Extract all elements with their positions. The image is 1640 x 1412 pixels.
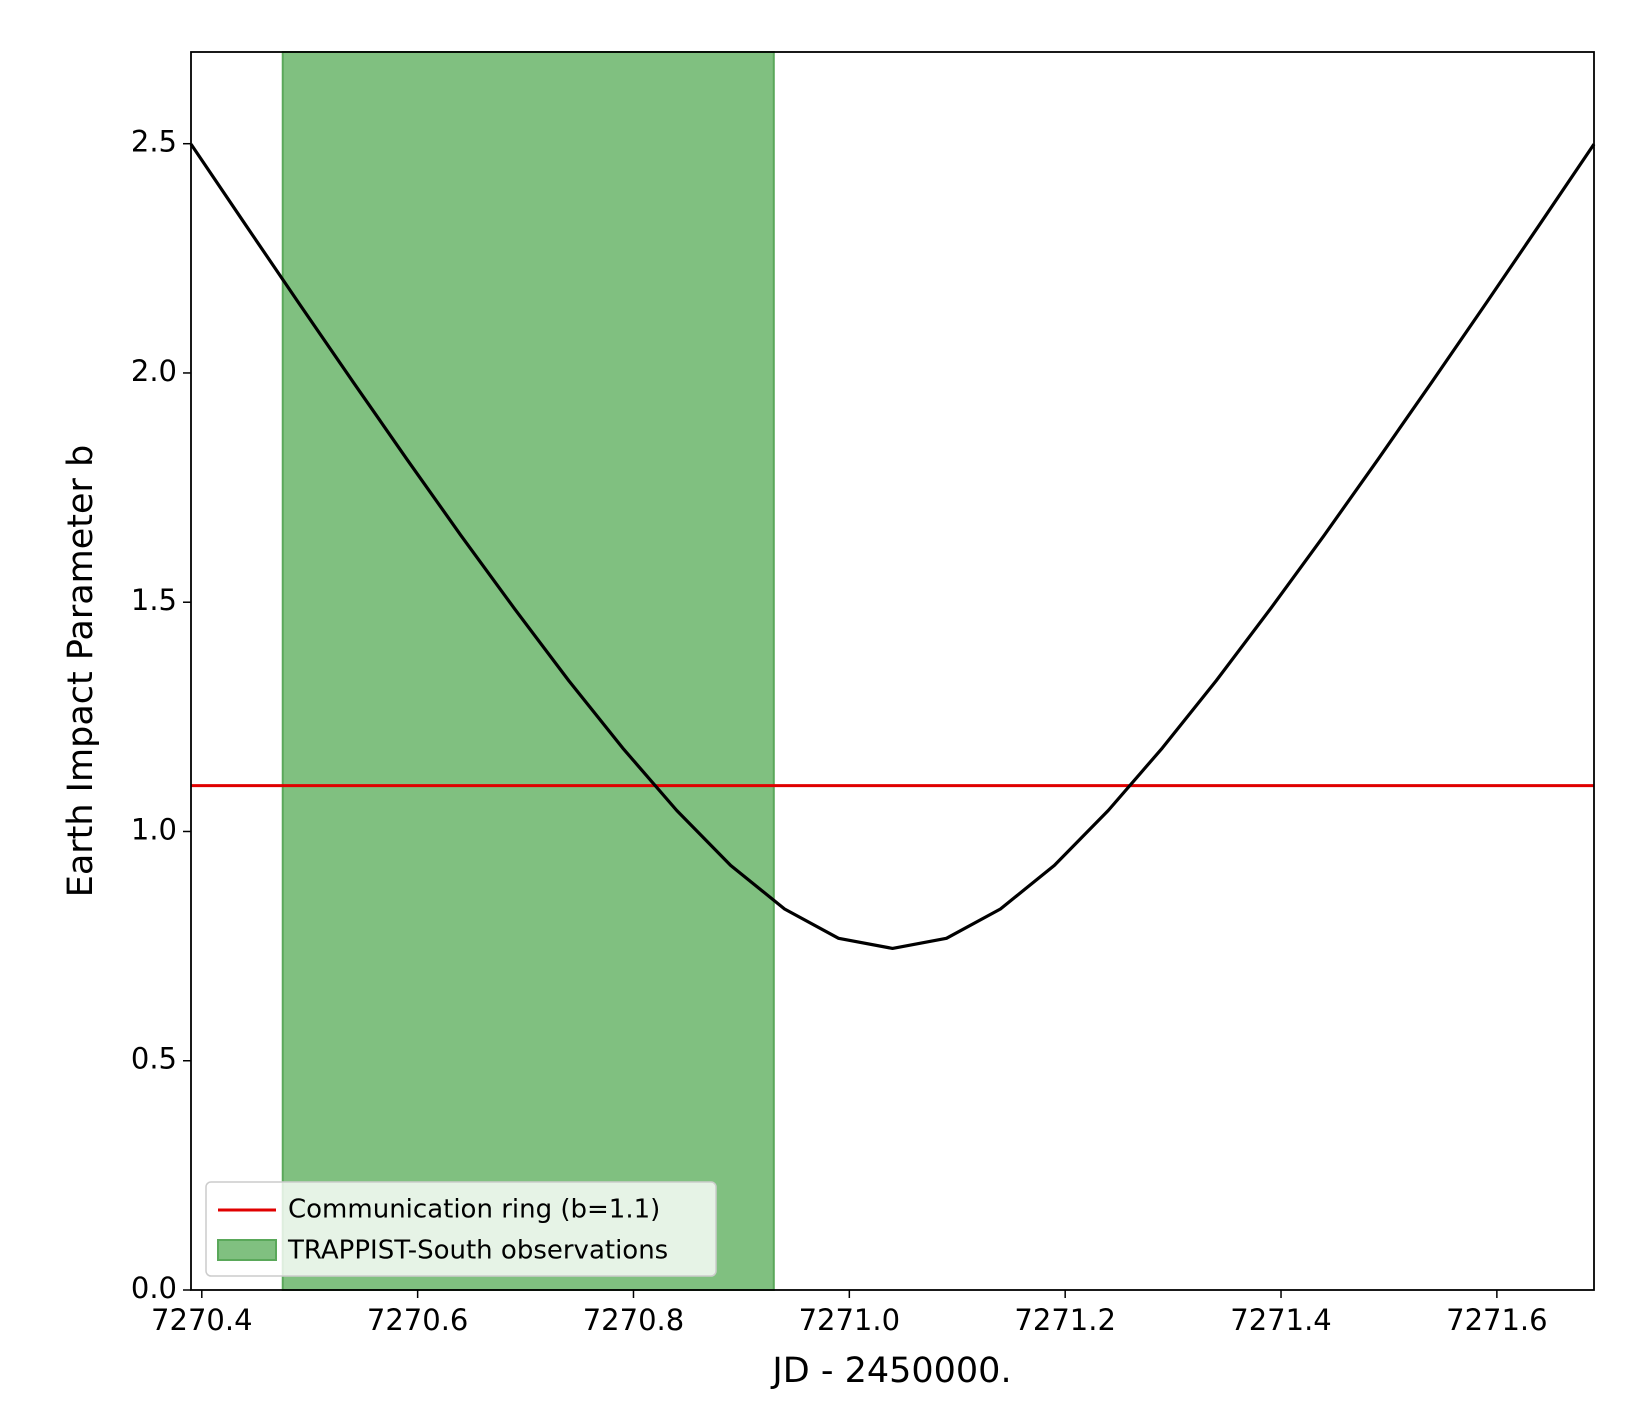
y-tick-label: 0.5 bbox=[131, 1042, 177, 1076]
x-tick-label: 7270.4 bbox=[151, 1303, 252, 1337]
y-tick-label: 1.5 bbox=[131, 583, 177, 617]
legend-swatch bbox=[217, 1239, 277, 1261]
x-tick-label: 7271.6 bbox=[1446, 1303, 1547, 1337]
data-line bbox=[189, 143, 1596, 951]
x-axis-label: JD - 2450000. bbox=[770, 1351, 1011, 1391]
x-tick-label: 7271.4 bbox=[1230, 1303, 1331, 1337]
legend-label: TRAPPIST-South observations bbox=[287, 1236, 668, 1266]
y-tick-label: 2.5 bbox=[131, 125, 177, 159]
legend-label: Communication ring (b=1.1) bbox=[288, 1195, 660, 1225]
x-tick-label: 7270.6 bbox=[367, 1303, 468, 1337]
y-axis-label: Earth Impact Parameter b bbox=[61, 445, 101, 898]
y-tick-label: 0.0 bbox=[131, 1271, 177, 1305]
x-tick-label: 7271.2 bbox=[1014, 1303, 1115, 1337]
x-tick-label: 7271.0 bbox=[799, 1303, 900, 1337]
observation-span bbox=[281, 51, 775, 1291]
x-tick-label: 7270.8 bbox=[583, 1303, 684, 1337]
y-tick-label: 1.0 bbox=[131, 812, 177, 846]
y-tick-label: 2.0 bbox=[131, 354, 177, 388]
plot-frame bbox=[190, 51, 1595, 1291]
legend-box bbox=[205, 1181, 717, 1277]
